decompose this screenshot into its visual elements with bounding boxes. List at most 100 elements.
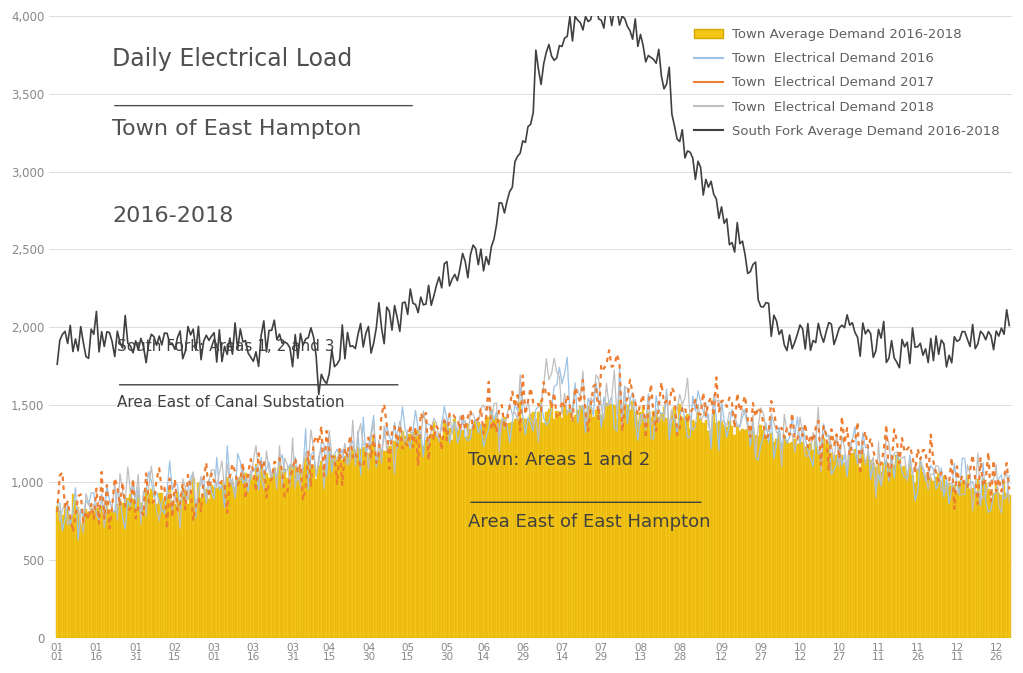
Bar bbox=[728, 421, 730, 638]
Bar bbox=[416, 430, 419, 638]
Bar bbox=[132, 499, 134, 638]
Bar bbox=[383, 450, 386, 638]
Bar bbox=[186, 504, 189, 638]
Bar bbox=[579, 406, 582, 638]
Bar bbox=[603, 417, 606, 638]
Bar bbox=[278, 462, 281, 638]
Bar bbox=[364, 453, 367, 638]
Bar bbox=[369, 444, 372, 638]
Bar bbox=[599, 415, 603, 638]
Bar bbox=[846, 468, 848, 638]
Bar bbox=[762, 430, 765, 638]
Bar bbox=[903, 466, 906, 638]
Bar bbox=[268, 478, 270, 638]
Bar bbox=[658, 417, 660, 638]
Bar bbox=[433, 423, 435, 638]
Bar bbox=[935, 477, 937, 638]
Bar bbox=[1003, 481, 1006, 638]
Bar bbox=[937, 473, 940, 638]
Bar bbox=[705, 421, 707, 638]
Bar bbox=[184, 490, 186, 638]
Bar bbox=[377, 451, 381, 638]
Bar bbox=[964, 481, 966, 638]
Bar bbox=[110, 512, 114, 638]
Bar bbox=[540, 400, 542, 638]
Bar bbox=[375, 455, 377, 638]
Bar bbox=[448, 428, 451, 638]
Bar bbox=[263, 477, 265, 638]
Bar bbox=[801, 442, 804, 638]
Bar bbox=[213, 487, 216, 638]
Bar bbox=[498, 421, 500, 638]
Bar bbox=[134, 503, 137, 638]
Bar bbox=[673, 407, 676, 638]
Bar bbox=[359, 449, 362, 638]
Bar bbox=[697, 413, 700, 638]
Bar bbox=[866, 456, 870, 638]
Bar bbox=[179, 500, 181, 638]
Bar bbox=[597, 409, 599, 638]
Bar bbox=[69, 515, 72, 638]
Bar bbox=[681, 418, 683, 638]
Bar bbox=[517, 419, 519, 638]
Bar bbox=[169, 490, 171, 638]
Bar bbox=[932, 481, 935, 638]
Bar bbox=[273, 468, 275, 638]
Bar bbox=[80, 524, 82, 638]
Bar bbox=[770, 433, 772, 638]
Bar bbox=[174, 504, 176, 638]
Bar bbox=[739, 431, 742, 638]
Bar bbox=[552, 419, 555, 638]
Bar bbox=[974, 492, 977, 638]
Bar bbox=[223, 484, 226, 638]
Bar bbox=[872, 463, 875, 638]
Bar bbox=[145, 487, 147, 638]
Bar bbox=[639, 413, 641, 638]
Bar bbox=[438, 435, 440, 638]
Bar bbox=[864, 460, 866, 638]
Bar bbox=[181, 491, 184, 638]
Bar bbox=[947, 483, 950, 638]
Bar bbox=[241, 473, 244, 638]
Bar bbox=[124, 498, 127, 638]
Bar bbox=[495, 414, 498, 638]
Bar bbox=[56, 505, 58, 638]
Bar bbox=[524, 419, 527, 638]
Bar bbox=[655, 413, 658, 638]
Bar bbox=[386, 450, 388, 638]
Bar bbox=[500, 423, 503, 638]
Text: Town of East Hampton: Town of East Hampton bbox=[112, 118, 361, 139]
Bar bbox=[210, 485, 213, 638]
Bar bbox=[409, 434, 411, 638]
Bar bbox=[678, 404, 681, 638]
Bar bbox=[147, 494, 150, 638]
Bar bbox=[519, 402, 522, 638]
Bar bbox=[966, 474, 969, 638]
Bar bbox=[989, 498, 992, 638]
Bar bbox=[715, 423, 717, 638]
Bar bbox=[401, 431, 404, 638]
Bar bbox=[613, 404, 616, 638]
Bar bbox=[809, 444, 812, 638]
Bar bbox=[456, 430, 458, 638]
Bar bbox=[161, 493, 163, 638]
Bar bbox=[564, 405, 566, 638]
Bar bbox=[606, 403, 608, 638]
Bar bbox=[330, 456, 333, 638]
Bar bbox=[286, 478, 288, 638]
Bar bbox=[252, 478, 255, 638]
Bar bbox=[919, 462, 922, 638]
Bar bbox=[137, 495, 139, 638]
Bar bbox=[972, 487, 974, 638]
Bar bbox=[352, 450, 354, 638]
Bar bbox=[341, 460, 344, 638]
Bar bbox=[294, 466, 297, 638]
Bar bbox=[158, 493, 161, 638]
Bar bbox=[594, 411, 597, 638]
Bar bbox=[388, 446, 391, 638]
Bar bbox=[61, 515, 63, 638]
Bar bbox=[535, 419, 537, 638]
Bar bbox=[922, 472, 924, 638]
Bar bbox=[888, 468, 890, 638]
Bar bbox=[194, 505, 197, 638]
